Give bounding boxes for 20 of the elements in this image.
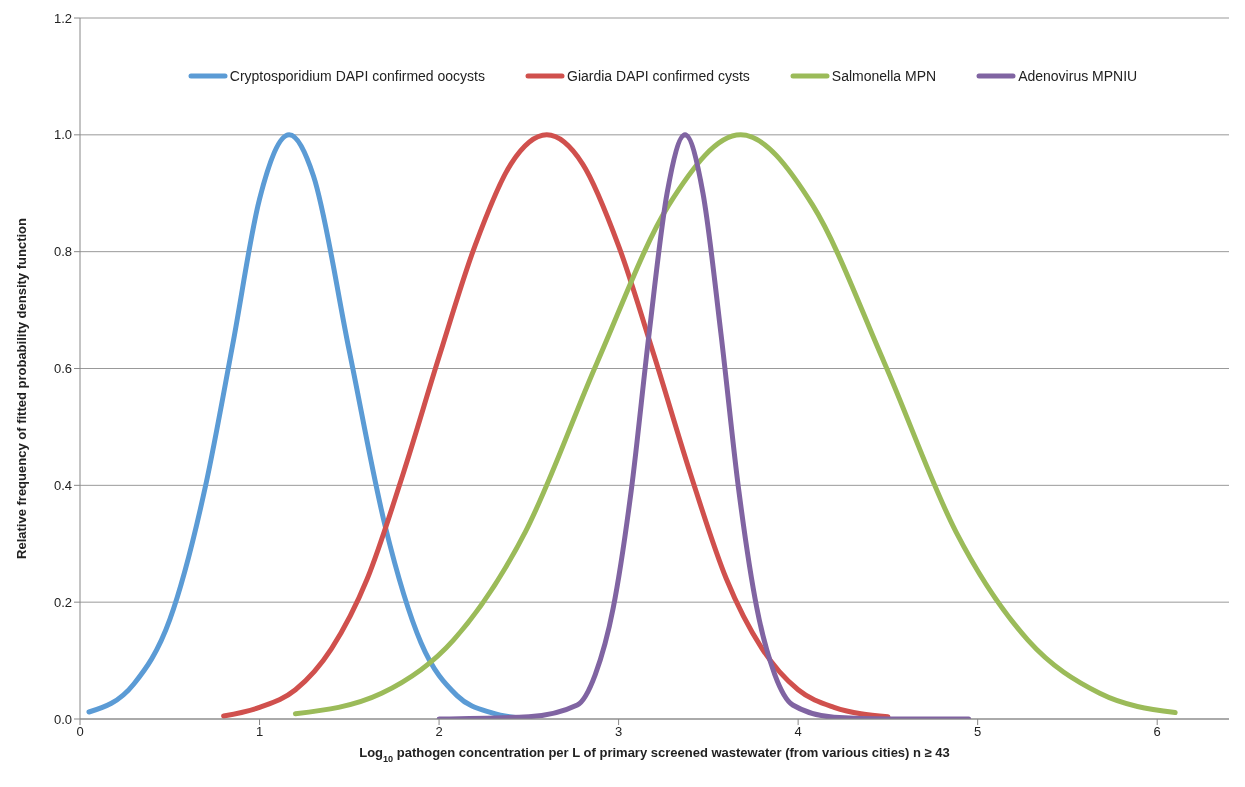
y-tick-label: 0.8 xyxy=(53,244,72,260)
legend-label: Giardia DAPI confirmed cysts xyxy=(567,68,750,84)
y-tick-label: 0.4 xyxy=(53,477,72,493)
x-tick-label: 5 xyxy=(974,724,982,740)
legend-label: Salmonella MPN xyxy=(831,68,937,84)
x-tick-label: 4 xyxy=(794,724,802,740)
y-axis-title: Relative frequency of fitted probability density function xyxy=(14,217,29,559)
legend-label: Cryptosporidium DAPI confirmed oocysts xyxy=(229,68,486,84)
y-tick-label: 0.2 xyxy=(53,594,72,610)
legend-label: Adenovirus MPNIU xyxy=(1018,68,1138,84)
x-tick-label: 6 xyxy=(1153,724,1161,740)
x-tick-label: 1 xyxy=(255,724,264,740)
y-tick-label: 1.0 xyxy=(53,127,72,143)
x-tick-label: 3 xyxy=(614,724,623,740)
y-tick-label: 1.2 xyxy=(53,10,72,26)
y-tick-label: 0.0 xyxy=(53,711,72,727)
x-tick-label: 2 xyxy=(435,724,443,740)
y-tick-label: 0.6 xyxy=(53,361,72,377)
x-axis-title: Log$_{10}$ pathogen concentration per L of primary screened wastewater (from various cities) n ≥ 43 xyxy=(359,745,950,764)
x-tick-label: 0 xyxy=(76,724,84,740)
